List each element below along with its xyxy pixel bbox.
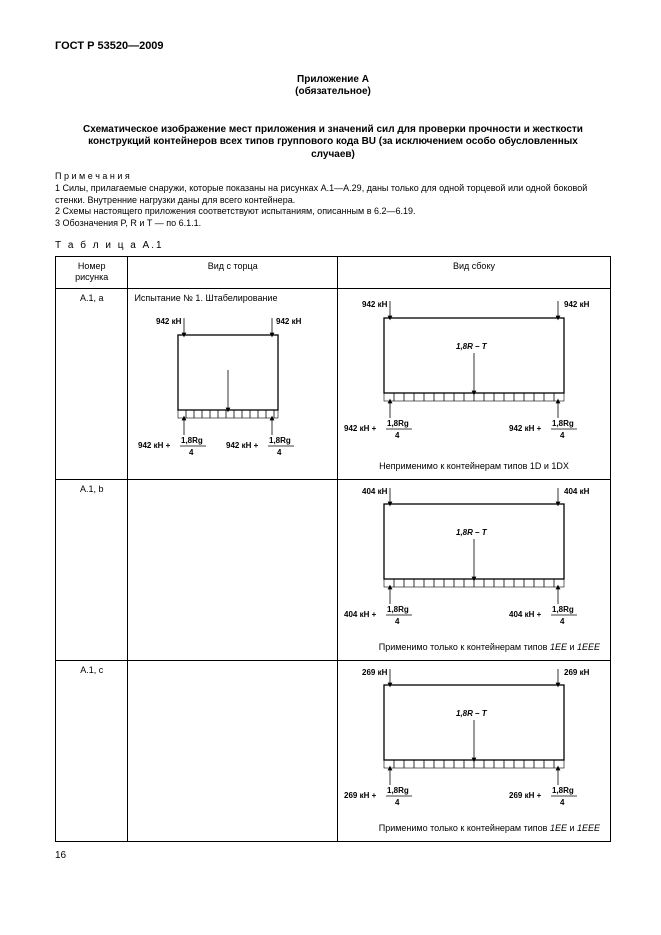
side-diagram-a: 1,8R – T 942 кН 942 кН 942 кН + 1,8Rg 4 … [338,288,611,479]
front-empty-c [128,661,338,842]
notes-block: П р и м е ч а н и я 1 Силы, прилагаемые … [55,171,611,229]
page-number: 16 [55,850,611,863]
front-empty-b [128,479,338,660]
side-svg-b: 1,8R – T 404 кН 404 кН 404 кН + 1,8Rg 4 … [344,484,604,639]
svg-text:1,8Rg: 1,8Rg [552,786,574,795]
row-id-b: А.1, b [56,479,128,660]
svg-text:4: 4 [395,617,400,626]
note-1: 1 Силы, прилагаемые снаружи, которые пок… [55,183,587,205]
svg-text:1,8Rg: 1,8Rg [181,436,203,445]
svg-text:1,8Rg: 1,8Rg [552,419,574,428]
th-front: Вид с торца [128,257,338,289]
appendix-line2: (обязательное) [55,86,611,99]
svg-text:942 кН +: 942 кН + [344,424,377,433]
svg-text:4: 4 [560,617,565,626]
svg-text:4: 4 [277,448,282,457]
svg-text:942 кН +: 942 кН + [509,424,542,433]
caption-b: Применимо только к контейнерам типов 1EE… [344,639,604,656]
svg-text:4: 4 [395,431,400,440]
svg-text:269 кН +: 269 кН + [344,791,377,800]
svg-text:269 кН: 269 кН [564,668,590,677]
note-3: 3 Обозначения P, R и T — по 6.1.1. [55,218,201,228]
svg-text:942 кН +: 942 кН + [138,441,171,450]
svg-text:4: 4 [560,431,565,440]
svg-text:942 кН +: 942 кН + [226,441,259,450]
table-caption: Т а б л и ц а А.1 [55,240,611,253]
svg-text:1,8R – T: 1,8R – T [456,342,488,351]
svg-text:942 кН: 942 кН [276,317,302,326]
row-id-a: А.1, а [56,288,128,479]
svg-text:4: 4 [189,448,194,457]
table-row: А.1, с [56,661,611,842]
front-svg-a: 942 кН 942 кН 942 кН + 1,8Rg 4 942 кН + … [134,310,322,460]
svg-text:942 кН: 942 кН [564,300,590,309]
svg-text:404 кН: 404 кН [564,487,590,496]
svg-text:404 кН +: 404 кН + [344,610,377,619]
svg-text:1,8R – T: 1,8R – T [456,709,488,718]
svg-text:1,8Rg: 1,8Rg [387,786,409,795]
main-title: Схематическое изображение мест приложени… [55,124,611,162]
notes-header: П р и м е ч а н и я [55,171,130,181]
side-svg-c: 1,8R – T 269 кН 269 кН 269 кН + 1,8Rg 4 … [344,665,604,820]
appendix-line1: Приложение А [55,74,611,87]
side-diagram-c: 1,8R – T 269 кН 269 кН 269 кН + 1,8Rg 4 … [338,661,611,842]
table-a1: Номер рисунка Вид с торца Вид сбоку А.1,… [55,256,611,842]
side-svg-a: 1,8R – T 942 кН 942 кН 942 кН + 1,8Rg 4 … [344,293,604,458]
svg-text:4: 4 [395,798,400,807]
caption-a: Неприменимо к контейнерам типов 1D и 1DX [344,458,604,475]
svg-text:942 кН: 942 кН [362,300,388,309]
caption-c: Применимо только к контейнерам типов 1EE… [344,820,604,837]
side-diagram-b: 1,8R – T 404 кН 404 кН 404 кН + 1,8Rg 4 … [338,479,611,660]
svg-text:269 кН +: 269 кН + [509,791,542,800]
svg-text:1,8Rg: 1,8Rg [552,605,574,614]
table-row: А.1, b [56,479,611,660]
front-diagram-a: Испытание № 1. Штабелирование [128,288,338,479]
svg-text:942 кН: 942 кН [156,317,182,326]
svg-text:404 кН +: 404 кН + [509,610,542,619]
svg-text:4: 4 [560,798,565,807]
svg-text:1,8Rg: 1,8Rg [269,436,291,445]
table-row: А.1, а Испытание № 1. Штабелирование [56,288,611,479]
appendix-title: Приложение А (обязательное) [55,74,611,99]
standard-code: ГОСТ Р 53520—2009 [55,40,611,54]
test-title-a: Испытание № 1. Штабелирование [134,293,331,304]
svg-text:1,8Rg: 1,8Rg [387,605,409,614]
svg-text:1,8Rg: 1,8Rg [387,419,409,428]
svg-text:1,8R – T: 1,8R – T [456,528,488,537]
th-side: Вид сбоку [338,257,611,289]
svg-text:269 кН: 269 кН [362,668,388,677]
row-id-c: А.1, с [56,661,128,842]
svg-text:404 кН: 404 кН [362,487,388,496]
th-num: Номер рисунка [56,257,128,289]
note-2: 2 Схемы настоящего приложения соответств… [55,206,416,216]
